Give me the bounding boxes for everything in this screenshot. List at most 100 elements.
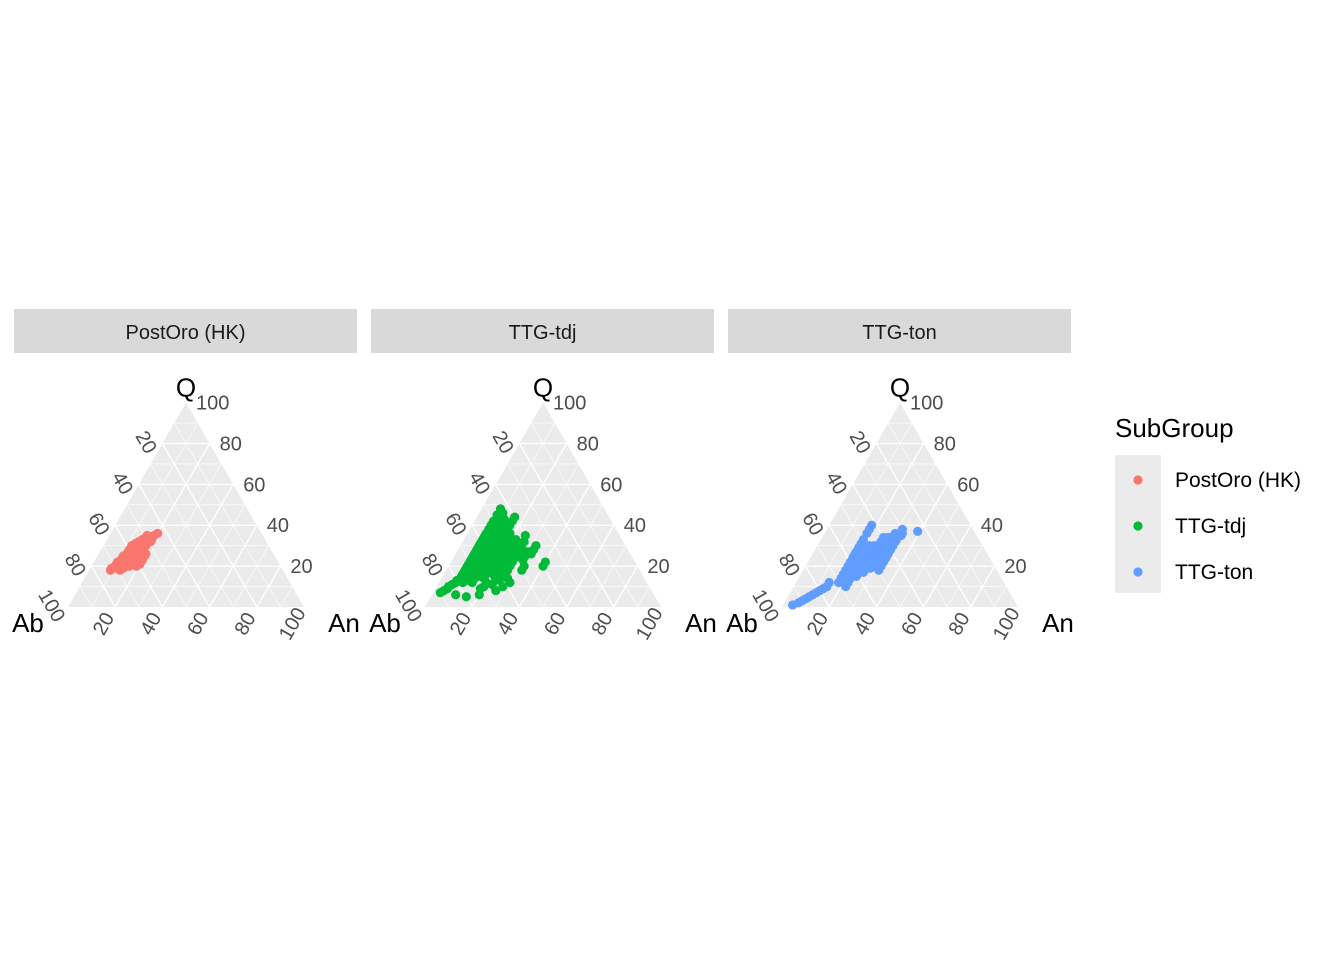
data-point: [131, 561, 142, 571]
data-point: [876, 561, 886, 571]
tick-label-an: 60: [540, 609, 570, 639]
tick-label-an: 60: [183, 609, 213, 639]
axis-label-q: Q: [533, 373, 553, 403]
tick-label-an: 40: [136, 609, 166, 639]
data-point: [111, 563, 121, 573]
gridline: [637, 586, 650, 608]
gridline: [256, 565, 281, 608]
legend-key: [1133, 521, 1143, 531]
tick-label-q: 100: [910, 393, 943, 415]
gridline: [542, 504, 603, 608]
gridline: [530, 422, 638, 608]
tick-label-q: 100: [196, 393, 229, 415]
data-point: [865, 563, 876, 573]
gridline: [232, 545, 269, 608]
tick-label-q: 80: [220, 433, 242, 455]
gridline: [150, 463, 234, 608]
data-point: [510, 512, 520, 522]
tick-label-an: 100: [275, 604, 311, 644]
gridline: [805, 565, 830, 608]
tick-label-q: 60: [243, 474, 265, 496]
tick-label-q: 40: [624, 515, 646, 537]
gridline: [566, 524, 615, 608]
tick-label-ab: 40: [107, 468, 137, 498]
legend-label: TTG-ton: [1175, 561, 1253, 584]
axis-label-an: An: [685, 608, 717, 638]
tick-label-ab: 60: [440, 509, 470, 539]
gridline: [91, 422, 199, 608]
legend-key: [1133, 567, 1143, 577]
data-point: [503, 565, 513, 575]
tick-label-q: 80: [577, 433, 599, 455]
gridlines: [79, 422, 293, 608]
legend: SubGroup PostOro (HK) TTG-tdj TTG-ton: [1115, 413, 1301, 593]
tick-label-q: 40: [981, 515, 1003, 537]
gridline: [946, 545, 983, 608]
tick-label-an: 40: [493, 609, 523, 639]
data-point: [519, 537, 529, 547]
tick-label-ab: 40: [821, 468, 851, 498]
legend-label: PostOro (HK): [1175, 469, 1301, 492]
legend-entries: PostOro (HK) TTG-tdj TTG-ton: [1133, 469, 1301, 584]
gridline: [138, 463, 222, 608]
data-point: [849, 551, 859, 561]
panels-group: PostOro (HK)2020204040406060608080801001…: [12, 309, 1074, 644]
data-point: [517, 565, 527, 575]
tick-label-an: 60: [897, 609, 927, 639]
data-point: [518, 555, 528, 565]
data-point: [878, 532, 889, 543]
gridline: [589, 545, 626, 608]
data-point: [788, 600, 798, 610]
facet-strip-label: TTG-ton: [862, 322, 936, 344]
data-points: [788, 520, 923, 610]
facet-strip-label: TTG-tdj: [509, 322, 577, 344]
gridline: [970, 565, 995, 608]
tick-label-ab: 60: [797, 509, 827, 539]
gridline: [817, 545, 854, 608]
legend-title: SubGroup: [1115, 413, 1234, 443]
gridline: [209, 524, 258, 608]
gridline: [185, 504, 246, 608]
data-point: [487, 579, 497, 590]
data-point: [531, 541, 541, 551]
tick-label-an: 20: [89, 609, 119, 639]
facet-strip: [14, 309, 357, 353]
data-points: [105, 528, 163, 575]
legend-key: [1133, 475, 1143, 485]
data-point: [523, 547, 533, 557]
data-points: [435, 504, 550, 602]
data-point: [858, 567, 869, 577]
data-point: [841, 581, 851, 592]
tick-label-an: 100: [989, 604, 1025, 644]
tick-label-q: 20: [1004, 556, 1026, 578]
gridline: [994, 586, 1007, 608]
gridline: [91, 565, 116, 608]
gridline: [126, 504, 187, 608]
facet-panel: PostOro (HK)2020204040406060608080801001…: [12, 309, 360, 644]
gridline: [173, 422, 281, 608]
tick-label-ab: 20: [488, 427, 518, 457]
tick-label-q: 60: [957, 474, 979, 496]
data-point: [435, 588, 445, 598]
data-point: [475, 571, 486, 581]
data-point: [461, 592, 471, 602]
tick-label-an: 20: [803, 609, 833, 639]
gridline: [899, 504, 960, 608]
facet-strip-label: PostOro (HK): [125, 322, 245, 344]
tick-label-q: 100: [553, 393, 586, 415]
gridline: [507, 463, 591, 608]
tick-label-ab: 20: [845, 427, 875, 457]
tick-label-ab: 80: [417, 550, 447, 580]
tick-label-ab: 80: [774, 550, 804, 580]
tick-label-q: 80: [934, 433, 956, 455]
data-point: [834, 577, 844, 588]
gridline: [79, 586, 92, 608]
data-point: [141, 541, 151, 551]
axis-label-ab: Ab: [12, 608, 44, 638]
tick-label-ab: 60: [83, 509, 113, 539]
gridline: [923, 524, 972, 608]
tick-label-q: 40: [267, 515, 289, 537]
tick-label-ab: 80: [60, 550, 90, 580]
